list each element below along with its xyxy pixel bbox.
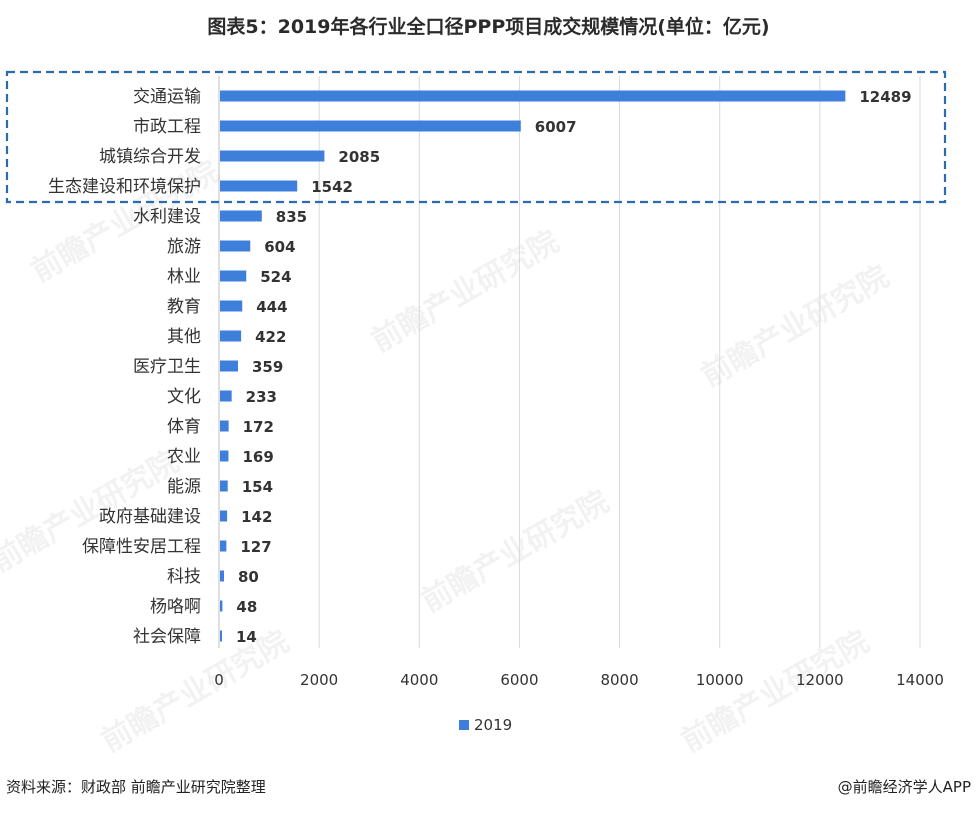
watermarks: 前瞻产业研究院 前瞻产业研究院前瞻产业研究院前瞻产业研究院前瞻产业研究院前瞻产业研… (0, 154, 895, 759)
category-label: 医疗卫生 (133, 357, 201, 377)
watermark-text: 前瞻产业研究院 (676, 624, 875, 759)
bar (220, 270, 247, 282)
bar (220, 570, 225, 582)
bar (220, 600, 223, 612)
value-label: 80 (238, 568, 259, 586)
bar (220, 420, 229, 432)
value-label: 154 (242, 478, 273, 496)
category-label: 保障性安居工程 (82, 537, 201, 557)
x-tick-label: 12000 (796, 671, 844, 689)
legend-swatch (459, 720, 469, 730)
bar (220, 510, 228, 522)
category-label: 交通运输 (133, 87, 201, 107)
watermark-text: 前瞻产业研究院 (416, 484, 615, 619)
bar (220, 390, 232, 402)
category-label: 社会保障 (133, 627, 201, 647)
bar (220, 450, 229, 462)
category-labels: 交通运输市政工程城镇综合开发生态建设和环境保护水利建设旅游林业教育其他医疗卫生文… (48, 87, 201, 647)
value-label: 524 (260, 268, 291, 286)
category-label: 城镇综合开发 (99, 147, 201, 167)
bar (220, 540, 227, 552)
category-label: 杨咯啊 (150, 597, 201, 617)
bar (220, 90, 846, 102)
value-label: 14 (236, 628, 257, 646)
bar (220, 240, 251, 252)
x-tick-label: 2000 (300, 671, 338, 689)
legend: 2019 (459, 716, 512, 734)
grid-lines (218, 76, 921, 648)
value-label: 444 (256, 298, 287, 316)
value-label: 422 (255, 328, 286, 346)
value-label: 127 (240, 538, 271, 556)
category-label: 林业 (167, 267, 201, 287)
category-label: 教育 (167, 297, 201, 317)
bar (220, 210, 262, 222)
category-label: 市政工程 (133, 117, 201, 137)
x-tick-label: 6000 (500, 671, 538, 689)
bar (220, 150, 325, 162)
bar (220, 480, 228, 492)
value-label: 233 (246, 388, 277, 406)
x-tick-label: 0 (214, 671, 224, 689)
x-tick-label: 4000 (400, 671, 438, 689)
category-label: 科技 (167, 567, 201, 587)
legend-label: 2019 (474, 716, 512, 734)
value-label: 12489 (859, 88, 911, 106)
chart-title: 图表5：2019年各行业全口径PPP项目成交规模情况(单位：亿元) (207, 16, 770, 38)
value-label: 835 (276, 208, 307, 226)
value-label: 1542 (311, 178, 353, 196)
credit-note: @前瞻经济学人APP (837, 778, 971, 796)
category-label: 体育 (167, 417, 201, 437)
watermark-text: 前瞻产业研究院 (696, 259, 895, 394)
category-label: 其他 (167, 327, 201, 347)
x-tick-label: 10000 (696, 671, 744, 689)
value-label: 604 (264, 238, 295, 256)
bar (220, 120, 521, 132)
value-label: 359 (252, 358, 283, 376)
value-label: 169 (242, 448, 273, 466)
value-label: 48 (236, 598, 257, 616)
category-label: 能源 (167, 477, 201, 497)
x-tick-label: 8000 (600, 671, 638, 689)
bar (220, 300, 243, 312)
value-label: 2085 (338, 148, 380, 166)
source-note: 资料来源：财政部 前瞻产业研究院整理 (6, 778, 266, 796)
category-label: 文化 (167, 387, 201, 407)
category-label: 水利建设 (133, 207, 201, 227)
bar (220, 330, 242, 342)
x-tick-label: 14000 (896, 671, 944, 689)
value-label: 142 (241, 508, 272, 526)
bar (220, 360, 238, 372)
category-label: 旅游 (167, 237, 201, 257)
value-label: 172 (243, 418, 274, 436)
category-label: 农业 (167, 447, 201, 467)
bar (220, 630, 222, 642)
category-label: 生态建设和环境保护 (48, 177, 201, 197)
category-label: 政府基础建设 (99, 507, 201, 527)
bars (220, 90, 846, 642)
highlight-box (5, 70, 947, 204)
x-tick-labels: 0 2000 4000 6000 8000 10000 12000 14000 (214, 671, 944, 689)
watermark-text: 前瞻产业研究院 (366, 224, 565, 359)
value-label: 6007 (535, 118, 577, 136)
bar (220, 180, 298, 192)
